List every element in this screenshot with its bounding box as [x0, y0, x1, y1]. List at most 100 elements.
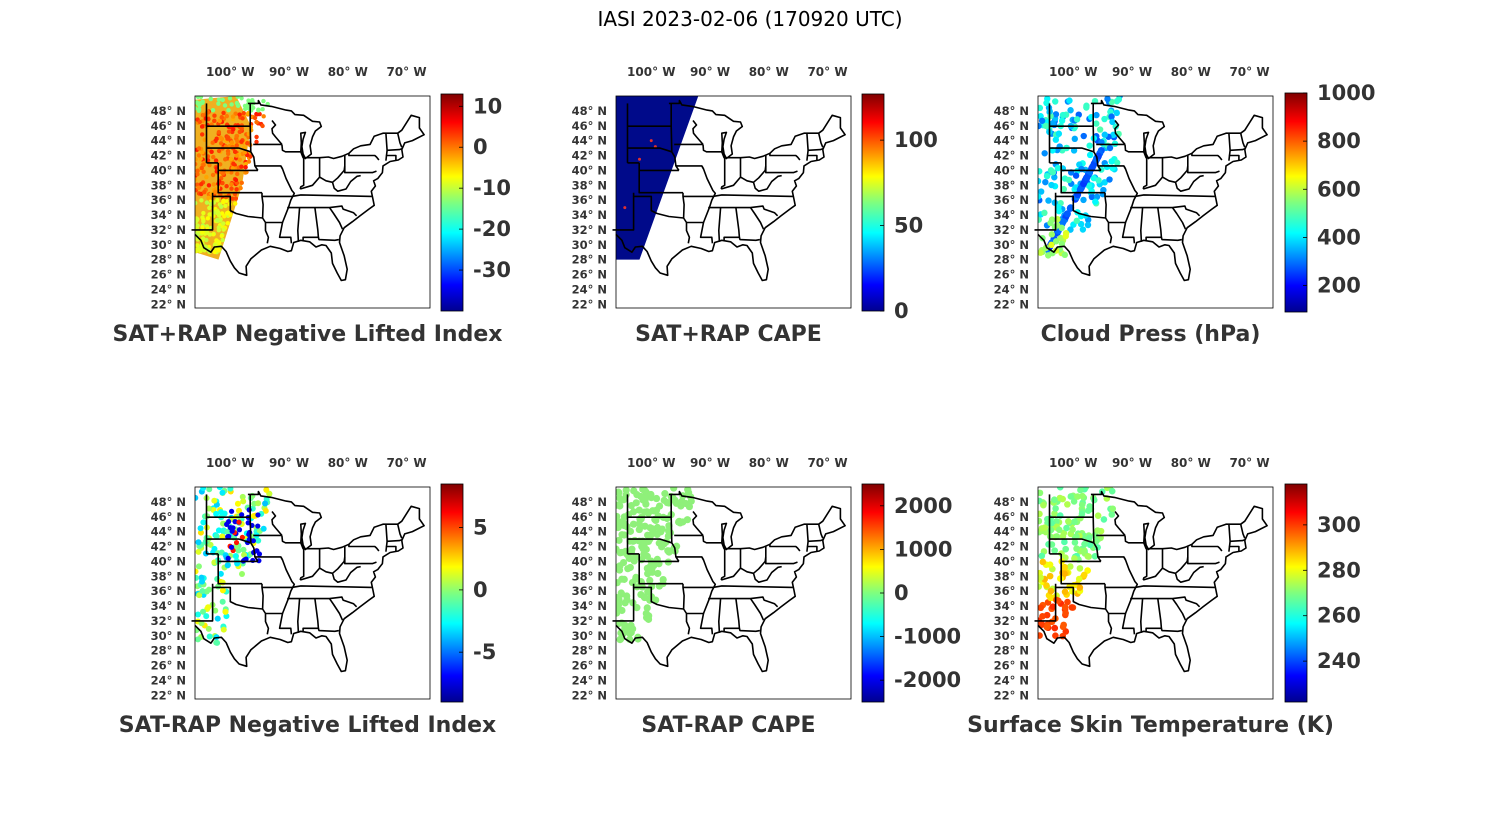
state-border — [271, 120, 283, 145]
data-point — [652, 516, 660, 525]
state-border — [385, 154, 397, 161]
data-point — [195, 96, 201, 100]
state-border — [1160, 237, 1183, 242]
data-point — [206, 487, 213, 493]
data-point — [1065, 176, 1073, 184]
state-border — [720, 548, 742, 581]
data-point — [200, 236, 206, 241]
state-border — [287, 205, 358, 217]
data-point — [207, 162, 212, 168]
data-point — [237, 157, 243, 162]
colorbar-tick-label: 100 — [894, 128, 938, 152]
lat-tick-label: 22° N — [994, 688, 1029, 702]
data-point — [1038, 249, 1044, 256]
lat-tick-label: 36° N — [151, 584, 186, 598]
data-point — [256, 107, 261, 112]
lat-tick-label: 42° N — [994, 540, 1029, 554]
data-point — [243, 161, 248, 167]
data-point — [210, 108, 216, 113]
data-point — [234, 143, 239, 148]
data-point — [1065, 518, 1072, 525]
data-point — [1074, 493, 1081, 500]
state-border — [265, 221, 293, 244]
data-point — [1067, 493, 1075, 500]
data-point — [195, 172, 200, 177]
state-border — [1140, 598, 1144, 633]
lat-tick-label: 30° N — [151, 238, 186, 252]
state-border — [1191, 153, 1223, 161]
data-point — [616, 488, 623, 496]
data-point — [229, 102, 234, 107]
data-point — [224, 183, 229, 189]
data-point — [195, 217, 200, 223]
data-point — [262, 507, 269, 514]
data-point — [213, 510, 220, 517]
lon-tick-label: 70° W — [1229, 456, 1269, 470]
lat-tick-label: 26° N — [572, 659, 607, 673]
data-point — [642, 609, 650, 618]
lat-tick-label: 22° N — [151, 297, 186, 311]
data-point — [197, 525, 204, 532]
data-point — [230, 165, 235, 171]
data-point — [205, 625, 212, 632]
lat-tick-label: 38° N — [572, 569, 607, 583]
data-point — [212, 607, 219, 614]
lat-tick-label: 24° N — [994, 673, 1029, 687]
data-point — [237, 129, 242, 135]
state-border — [1123, 165, 1139, 223]
data-point — [1086, 142, 1093, 149]
state-border — [749, 207, 765, 230]
data-point — [1101, 131, 1108, 138]
state-border — [1142, 157, 1148, 190]
map-frame — [615, 95, 852, 309]
data-point — [201, 210, 206, 216]
data-point — [230, 114, 236, 119]
lon-tick-label: 70° W — [807, 65, 847, 79]
state-border — [1160, 628, 1183, 633]
state-border — [1174, 165, 1204, 192]
data-point — [221, 227, 226, 232]
data-point — [209, 149, 214, 155]
state-border — [638, 170, 683, 194]
data-point — [232, 519, 238, 525]
data-point — [1061, 570, 1068, 577]
data-point — [240, 116, 245, 121]
lat-tick-label: 40° N — [994, 163, 1029, 177]
data-point — [1051, 510, 1058, 517]
state-border — [348, 153, 380, 161]
data-point — [238, 185, 243, 191]
state-border — [249, 103, 256, 166]
data-point — [1085, 534, 1093, 541]
map-frame — [194, 95, 431, 309]
data-point — [212, 118, 217, 124]
lat-tick-label: 46° N — [151, 510, 186, 524]
state-border — [682, 583, 691, 635]
data-point — [653, 530, 661, 539]
data-point — [1062, 232, 1069, 240]
data-point — [1108, 487, 1116, 495]
data-point — [635, 525, 643, 534]
data-point — [203, 613, 210, 620]
data-point — [246, 529, 253, 536]
state-border — [752, 556, 782, 584]
data-point — [195, 247, 201, 252]
data-point — [199, 124, 205, 129]
data-point — [198, 181, 204, 187]
lat-tick-label: 30° N — [994, 238, 1029, 252]
data-point — [200, 99, 205, 104]
data-point — [1061, 603, 1069, 611]
data-point — [620, 519, 628, 527]
colorbar-tick-label: 0 — [894, 581, 909, 605]
data-point — [652, 494, 661, 503]
data-point — [255, 512, 261, 518]
data-point — [218, 141, 224, 146]
state-border — [1140, 207, 1144, 242]
colorbar-tick-label: 200 — [1317, 274, 1361, 298]
data-point — [195, 161, 198, 167]
lat-tick-label: 34° N — [994, 208, 1029, 222]
lat-tick-label: 38° N — [994, 178, 1029, 192]
data-point — [1093, 193, 1101, 201]
data-point — [666, 529, 675, 537]
data-point — [1113, 98, 1121, 105]
lat-tick-label: 38° N — [994, 569, 1029, 583]
